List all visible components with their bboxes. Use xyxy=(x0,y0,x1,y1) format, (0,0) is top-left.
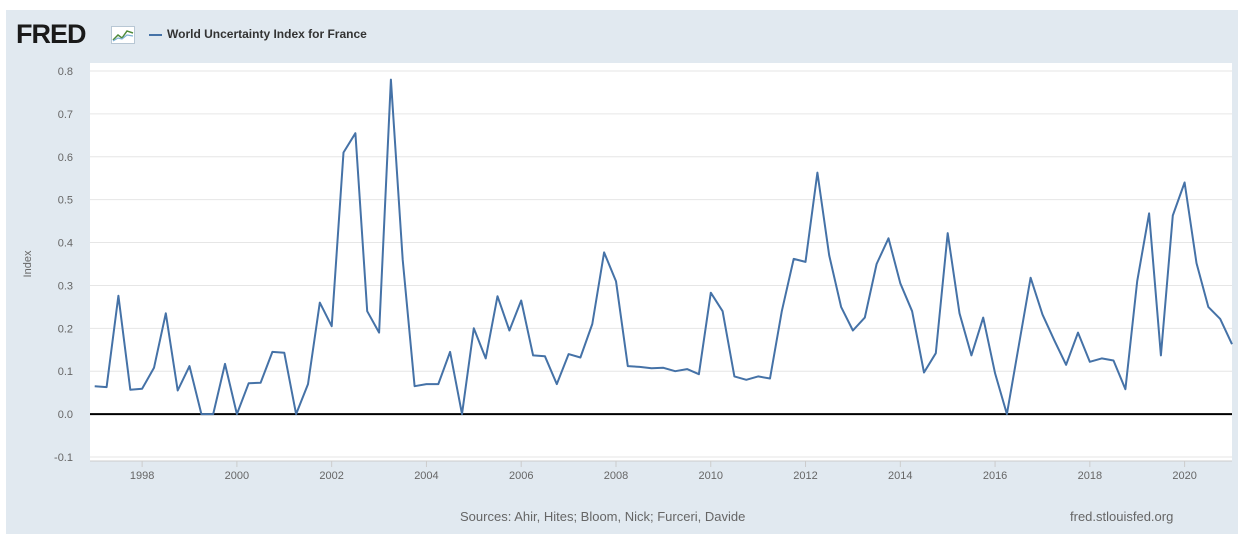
series-line xyxy=(94,78,1233,416)
x-tick-label: 2010 xyxy=(699,470,723,482)
legend-swatch xyxy=(149,34,162,36)
x-tick-label: 2008 xyxy=(604,470,628,482)
chart-header: FRED World Uncertainty Index for France xyxy=(6,10,1006,50)
x-tick-label: 2000 xyxy=(225,470,249,482)
x-tick-label: 2020 xyxy=(1172,470,1196,482)
x-tick-label: 1998 xyxy=(130,470,154,482)
y-tick-label: 0.2 xyxy=(58,323,73,335)
y-tick-label: 0.5 xyxy=(58,195,73,207)
x-tick-label: 2012 xyxy=(793,470,817,482)
y-tick-label: 0.8 xyxy=(58,66,73,78)
x-tick-label: 2016 xyxy=(983,470,1007,482)
y-tick-label: 0.0 xyxy=(58,409,73,421)
y-tick-label: 0.6 xyxy=(58,152,73,164)
y-tick-label: 0.4 xyxy=(58,238,73,250)
y-tick-label: 0.7 xyxy=(58,109,73,121)
plot-area xyxy=(90,63,1232,461)
x-tick-label: 2014 xyxy=(888,470,912,482)
site-link[interactable]: fred.stlouisfed.org xyxy=(1070,509,1174,524)
x-tick-label: 2018 xyxy=(1078,470,1102,482)
x-tick-label: 2004 xyxy=(414,470,438,482)
fred-logo[interactable]: FRED xyxy=(16,19,86,49)
x-tick-label: 2002 xyxy=(319,470,343,482)
fred-graph-icon xyxy=(111,26,135,44)
y-axis-label: Index xyxy=(22,250,34,277)
legend-series-label[interactable]: World Uncertainty Index for France xyxy=(167,27,367,41)
sources-text: Sources: Ahir, Hites; Bloom, Nick; Furce… xyxy=(460,509,746,524)
y-axis-ticks: -0.1 0.0 0.1 0.2 0.3 0.4 0.5 0.6 0.7 0.8 xyxy=(54,66,73,464)
y-tick-label: 0.3 xyxy=(58,280,73,292)
x-tick-label: 2006 xyxy=(509,470,533,482)
y-tick-label: -0.1 xyxy=(54,452,73,464)
x-axis-ticks: 1998 2000 2002 2004 2006 2008 2010 2012 2014 2016… xyxy=(90,460,1232,482)
y-tick-label: 0.1 xyxy=(58,366,73,378)
